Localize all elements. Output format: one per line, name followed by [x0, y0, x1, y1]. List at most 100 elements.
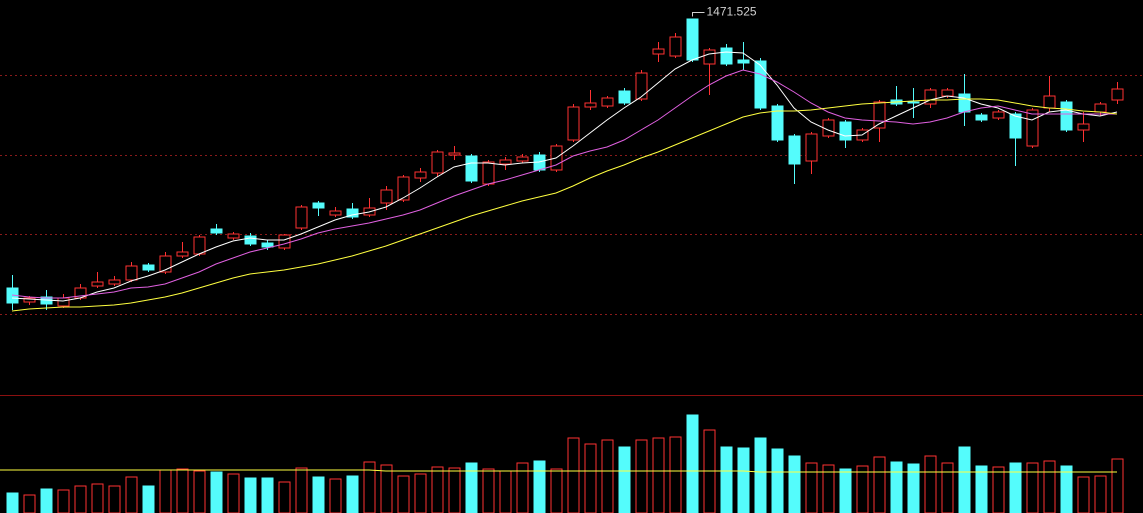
volume-bar: [618, 446, 631, 513]
volume-bar: [278, 481, 291, 513]
volume-bar: [924, 455, 937, 513]
moving-average-line: [11, 51, 1118, 302]
volume-bar: [652, 437, 665, 513]
candle-body: [754, 60, 767, 109]
candle-body: [805, 133, 818, 162]
volume-bar: [23, 494, 36, 513]
volume-bar: [533, 460, 546, 513]
candle-body: [1094, 103, 1107, 113]
candle-body: [159, 255, 172, 273]
volume-bar: [890, 461, 903, 513]
volume-bar: [380, 464, 393, 513]
candle-body: [720, 47, 733, 65]
volume-bar: [346, 475, 359, 513]
volume-bar: [550, 468, 563, 513]
volume-bar: [295, 467, 308, 513]
candle-body: [312, 202, 325, 209]
volume-bar: [6, 492, 19, 513]
annotation-pointer: [692, 11, 705, 17]
candle-body: [465, 155, 478, 182]
candle-body: [397, 176, 410, 201]
candle-body: [635, 72, 648, 100]
volume-bar: [499, 470, 512, 513]
volume-bar: [448, 467, 461, 513]
candle-body: [431, 151, 444, 174]
candle-body: [193, 236, 206, 255]
volume-bar: [1009, 462, 1022, 513]
candle-body: [482, 161, 495, 185]
candle-body: [584, 102, 597, 108]
volume-bar: [975, 465, 988, 513]
candle-body: [703, 49, 716, 65]
volume-bar: [958, 446, 971, 513]
volume-bar: [142, 485, 155, 513]
candle-body: [125, 265, 138, 281]
candle-body: [57, 297, 70, 307]
candle-body: [176, 251, 189, 257]
candle-body: [91, 281, 104, 287]
candle-body: [771, 105, 784, 141]
volume-bar: [754, 437, 767, 513]
volume-bar: [244, 477, 257, 513]
volume-bar: [465, 462, 478, 513]
volume-bar: [1060, 465, 1073, 513]
volume-bar: [227, 473, 240, 513]
volume-bar: [1043, 460, 1056, 513]
candle-body: [261, 242, 274, 248]
candle-body: [499, 159, 512, 165]
volume-bar: [363, 461, 376, 513]
candle-body: [652, 48, 665, 55]
volume-bar: [873, 456, 886, 513]
candle-body: [601, 97, 614, 107]
volume-bar: [261, 477, 274, 513]
volume-bar: [57, 489, 70, 513]
candle-body: [295, 206, 308, 229]
candle-body: [975, 114, 988, 121]
candle-body: [992, 111, 1005, 119]
volume-bar: [1094, 475, 1107, 513]
candle-body: [1060, 101, 1073, 131]
volume-bar: [567, 437, 580, 513]
candle-body: [227, 233, 240, 239]
candle-body: [788, 135, 801, 165]
volume-bar: [941, 462, 954, 513]
volume-bar: [1026, 462, 1039, 513]
volume-bar: [125, 476, 138, 513]
volume-bar: [329, 478, 342, 513]
volume-bar: [159, 469, 172, 513]
volume-bar: [431, 466, 444, 513]
moving-average-line: [11, 98, 1118, 312]
candle-body: [1009, 113, 1022, 139]
candle-body: [873, 101, 886, 129]
volume-bar: [686, 414, 699, 513]
candle-body: [669, 36, 682, 57]
annotation: 1471.525: [707, 5, 757, 19]
candle-body: [329, 210, 342, 216]
volume-bar: [805, 462, 818, 513]
candle-body: [907, 101, 920, 104]
candle-body: [958, 93, 971, 113]
volume-bar: [788, 455, 801, 513]
volume-bar: [397, 475, 410, 513]
candle-body: [142, 264, 155, 271]
volume-bar: [907, 463, 920, 513]
candle-body: [1043, 95, 1056, 109]
volume-bar: [1111, 458, 1124, 513]
candle-body: [23, 297, 36, 303]
volume-bar: [737, 447, 750, 513]
candle-body: [567, 106, 580, 141]
volume-bar: [601, 439, 614, 513]
volume-bar: [856, 465, 869, 513]
volume-bar: [771, 448, 784, 513]
volume-bar: [210, 471, 223, 513]
candle-body: [686, 18, 699, 61]
candle-body: [839, 121, 852, 141]
volume-bar: [312, 476, 325, 513]
candle-body: [737, 59, 750, 64]
volume-bar: [839, 468, 852, 513]
volume-bar: [176, 468, 189, 513]
candle-body: [1111, 88, 1124, 101]
candle-body: [278, 234, 291, 249]
